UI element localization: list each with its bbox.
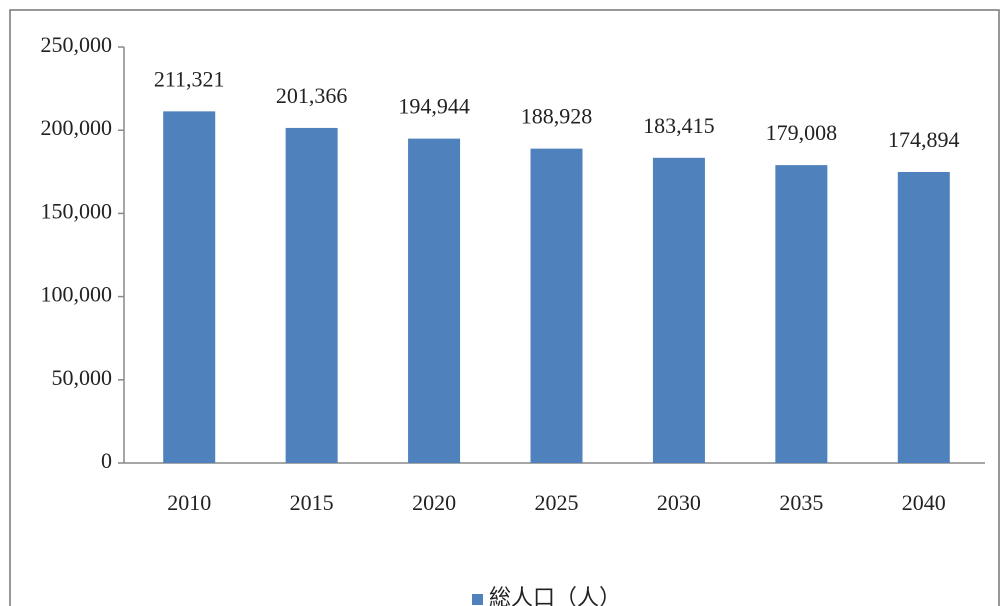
bar xyxy=(408,138,461,463)
bar xyxy=(652,157,705,464)
y-tick-label: 0 xyxy=(101,448,112,473)
y-tick-label: 250,000 xyxy=(41,32,113,57)
value-label: 179,008 xyxy=(766,120,838,145)
bar xyxy=(163,111,216,464)
value-label: 201,366 xyxy=(276,83,348,108)
y-tick-label: 100,000 xyxy=(41,282,113,307)
chart-frame xyxy=(9,9,1000,606)
x-tick-label: 2030 xyxy=(657,490,701,515)
value-label: 211,321 xyxy=(154,66,225,91)
value-label: 188,928 xyxy=(521,104,593,129)
x-tick-label: 2025 xyxy=(535,490,579,515)
x-tick-label: 2040 xyxy=(902,490,946,515)
bar xyxy=(285,127,338,464)
bar xyxy=(775,165,828,464)
x-tick-label: 2010 xyxy=(167,490,211,515)
legend-label: 総人口（人） xyxy=(489,585,621,606)
x-tick-label: 2035 xyxy=(779,490,823,515)
bar xyxy=(530,148,583,463)
value-label: 174,894 xyxy=(888,127,960,152)
value-label: 194,944 xyxy=(398,94,470,119)
y-tick-label: 150,000 xyxy=(41,198,113,223)
y-tick-label: 200,000 xyxy=(41,115,113,140)
bar xyxy=(897,171,950,463)
x-tick-label: 2020 xyxy=(412,490,456,515)
legend-swatch xyxy=(472,594,483,605)
y-tick-label: 50,000 xyxy=(52,365,113,390)
x-tick-label: 2015 xyxy=(290,490,334,515)
value-label: 183,415 xyxy=(643,113,715,138)
